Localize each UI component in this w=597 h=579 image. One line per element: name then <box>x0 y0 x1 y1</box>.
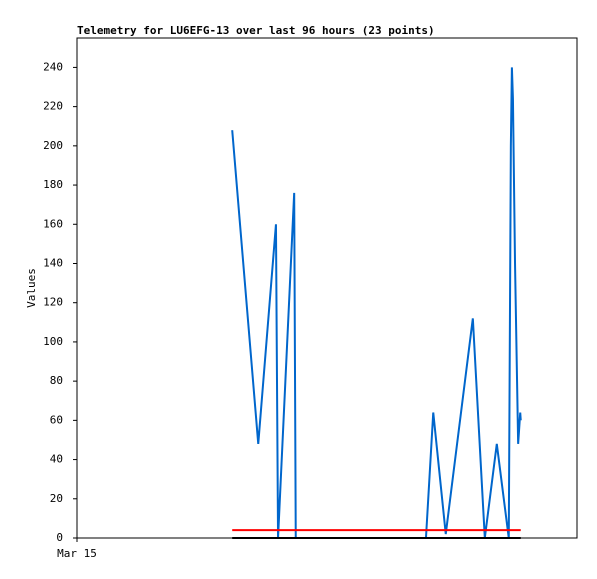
y-tick-label: 240 <box>43 60 63 73</box>
x-tick-label: Mar 15 <box>57 547 97 560</box>
y-tick-label: 100 <box>43 335 63 348</box>
y-tick-label: 40 <box>50 453 63 466</box>
y-tick-label: 20 <box>50 492 63 505</box>
series-line <box>231 67 522 539</box>
y-tick-label: 0 <box>56 531 63 544</box>
y-tick-label: 160 <box>43 217 63 230</box>
y-tick-label: 200 <box>43 139 63 152</box>
y-tick-label: 140 <box>43 256 63 269</box>
chart-title: Telemetry for LU6EFG-13 over last 96 hou… <box>77 24 435 37</box>
y-tick-label: 120 <box>43 296 63 309</box>
y-tick-label: 180 <box>43 178 63 191</box>
y-tick-label: 60 <box>50 413 63 426</box>
y-tick-label: 80 <box>50 374 63 387</box>
y-tick-label: 220 <box>43 100 63 113</box>
plot-frame <box>76 37 578 539</box>
y-axis-label: Values <box>25 268 38 308</box>
